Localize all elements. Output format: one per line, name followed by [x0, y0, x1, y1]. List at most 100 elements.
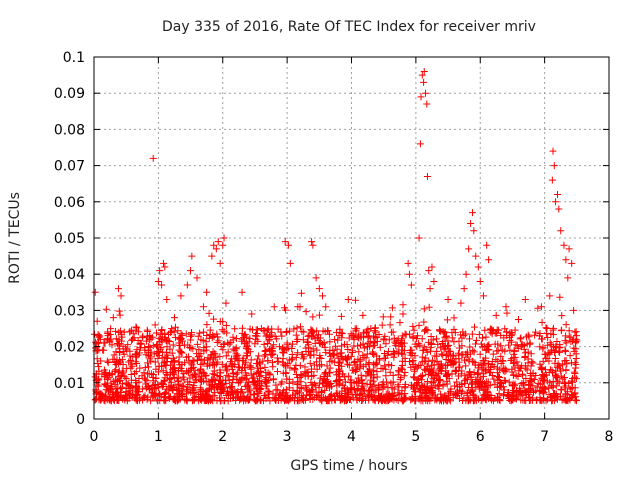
data-point	[536, 360, 544, 368]
data-point	[557, 372, 565, 380]
data-point	[120, 350, 128, 358]
data-point	[555, 205, 563, 213]
data-point	[370, 374, 378, 382]
data-point	[371, 327, 379, 335]
data-point	[338, 349, 346, 357]
data-point	[537, 303, 545, 311]
data-point	[438, 397, 446, 405]
data-point	[349, 394, 357, 402]
data-point	[349, 332, 357, 340]
data-point	[571, 384, 579, 392]
data-point	[488, 396, 496, 404]
data-point	[153, 342, 161, 350]
data-point	[281, 391, 289, 399]
data-point	[122, 365, 130, 373]
data-point	[552, 342, 560, 350]
data-point	[339, 370, 347, 378]
data-point	[567, 359, 575, 367]
data-point	[143, 377, 151, 385]
data-point	[286, 364, 294, 372]
data-point	[266, 397, 274, 405]
data-point	[415, 234, 423, 242]
data-point	[197, 386, 205, 394]
data-point	[304, 332, 312, 340]
data-point	[538, 318, 546, 326]
data-point	[170, 364, 178, 372]
data-point	[283, 341, 291, 349]
data-point	[130, 330, 138, 338]
y-tick-label: 0.06	[54, 195, 85, 211]
data-point	[385, 336, 393, 344]
data-point	[322, 349, 330, 357]
data-point	[407, 351, 415, 359]
data-point	[323, 396, 331, 404]
data-point	[410, 374, 418, 382]
data-point	[373, 373, 381, 381]
data-point	[478, 334, 486, 342]
data-point	[437, 364, 445, 372]
data-point	[331, 336, 339, 344]
data-point	[559, 361, 567, 369]
data-point	[177, 348, 185, 356]
data-point	[345, 396, 353, 404]
data-point	[421, 326, 429, 334]
data-point	[520, 345, 528, 353]
data-point	[487, 363, 495, 371]
data-point	[96, 335, 104, 343]
data-point	[91, 344, 99, 352]
data-point	[298, 385, 306, 393]
data-point	[555, 348, 563, 356]
data-point	[334, 336, 342, 344]
data-point	[288, 351, 296, 359]
data-point	[233, 375, 241, 383]
data-point	[331, 395, 339, 403]
data-point	[245, 338, 253, 346]
data-point	[270, 303, 278, 311]
data-point	[399, 310, 407, 318]
y-tick-label: 0.09	[54, 86, 85, 102]
data-point	[492, 356, 500, 364]
data-point	[529, 388, 537, 396]
data-point	[429, 336, 437, 344]
data-point	[168, 349, 176, 357]
data-point	[227, 338, 235, 346]
data-point	[503, 309, 511, 317]
data-point	[560, 380, 568, 388]
data-point	[416, 341, 424, 349]
data-point	[439, 328, 447, 336]
data-point	[570, 368, 578, 376]
data-point	[267, 351, 275, 359]
data-point	[482, 378, 490, 386]
data-point	[152, 374, 160, 382]
data-point	[257, 325, 265, 332]
data-point	[534, 379, 542, 387]
data-point	[499, 383, 507, 391]
data-point	[155, 334, 163, 342]
data-point	[556, 392, 564, 400]
data-point	[395, 342, 403, 350]
data-point	[471, 340, 479, 348]
data-point	[414, 379, 422, 387]
data-point	[371, 334, 379, 342]
data-point	[164, 331, 172, 339]
data-point	[467, 220, 475, 228]
data-point	[224, 397, 232, 405]
data-point	[471, 323, 479, 331]
data-point	[406, 330, 414, 338]
data-point	[536, 387, 544, 395]
data-point	[327, 391, 335, 399]
data-point	[189, 345, 197, 353]
data-point	[238, 367, 246, 375]
chart-title: Day 335 of 2016, Rate Of TEC Index for r…	[162, 19, 536, 35]
data-point	[359, 382, 367, 390]
data-point	[504, 341, 512, 349]
data-point	[116, 348, 124, 356]
data-point	[297, 289, 305, 297]
data-point	[345, 372, 353, 380]
data-point	[565, 327, 573, 335]
data-point	[554, 191, 561, 199]
data-point	[495, 396, 503, 404]
data-point	[292, 390, 300, 398]
data-point	[222, 352, 230, 360]
data-point	[193, 274, 201, 282]
